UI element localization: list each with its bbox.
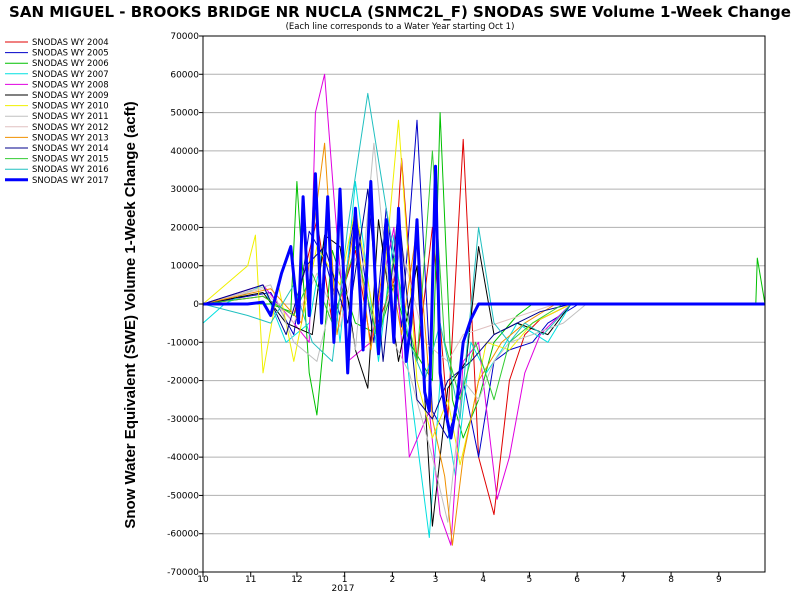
legend-label: SNODAS WY 2017 xyxy=(32,176,109,186)
y-tick-label: 60000 xyxy=(170,70,199,80)
series-line-wy2017 xyxy=(203,164,765,440)
x-tick-label: 9 xyxy=(716,575,722,585)
x-tick-label: 3 xyxy=(433,575,439,585)
y-axis-label: Snow Water Equivalent (SWE) Volume 1-Wee… xyxy=(122,101,139,528)
legend-label: SNODAS WY 2009 xyxy=(32,91,109,101)
x-tick-label: 1 xyxy=(342,575,348,585)
y-tick-label: 0 xyxy=(193,300,199,310)
y-tick-label: 30000 xyxy=(170,185,199,195)
y-tick-label: -60000 xyxy=(167,530,199,540)
y-tick-label: 20000 xyxy=(170,223,199,233)
y-tick-label: -40000 xyxy=(167,453,199,463)
y-tick-label: 40000 xyxy=(170,147,199,157)
series-line-wy2010 xyxy=(202,119,765,466)
y-tick-label: -10000 xyxy=(167,338,199,348)
chart-subtitle: (Each line corresponds to a Water Year s… xyxy=(286,22,515,32)
legend-label: SNODAS WY 2004 xyxy=(32,38,109,48)
legend-label: SNODAS WY 2012 xyxy=(32,123,109,133)
y-tick-label: 70000 xyxy=(170,32,199,42)
y-tick-label: -20000 xyxy=(167,377,199,387)
series-lines xyxy=(202,73,766,546)
series-line-wy2015 xyxy=(202,150,765,401)
y-tick-label: -50000 xyxy=(167,491,199,501)
x-tick-label: 11 xyxy=(245,575,256,585)
x-tick-label: 7 xyxy=(620,575,626,585)
legend-label: SNODAS WY 2013 xyxy=(32,133,109,143)
legend-label: SNODAS WY 2014 xyxy=(32,144,109,154)
chart-title: SAN MIGUEL - BROOKS BRIDGE NR NUCLA (SNM… xyxy=(9,3,791,21)
legend-label: SNODAS WY 2007 xyxy=(32,70,109,80)
x-tick-label: 6 xyxy=(574,575,580,585)
legend-label: SNODAS WY 2016 xyxy=(32,165,109,175)
legend-label: SNODAS WY 2010 xyxy=(32,102,109,112)
series-line-wy2011 xyxy=(202,142,765,523)
y-tick-label: 10000 xyxy=(170,262,199,272)
legend-label: SNODAS WY 2008 xyxy=(32,80,109,90)
legend-label: SNODAS WY 2005 xyxy=(32,49,109,59)
y-tick-label: -70000 xyxy=(167,568,199,578)
x-tick-label: 5 xyxy=(527,575,533,585)
y-tick-label: -30000 xyxy=(167,415,199,425)
series-line-wy2007 xyxy=(202,181,765,538)
legend-label: SNODAS WY 2006 xyxy=(32,59,109,69)
legend-label: SNODAS WY 2011 xyxy=(32,112,109,122)
y-ticks: -70000 -60000 -50000 -40000 -30000 -20000 -100… xyxy=(167,32,203,578)
series-line-wy2005 xyxy=(202,119,765,458)
x-year-label: 2017 xyxy=(332,584,355,594)
x-tick-label: 4 xyxy=(480,575,486,585)
x-tick-label: 10 xyxy=(197,575,209,585)
x-tick-label: 8 xyxy=(668,575,674,585)
x-tick-label: 2 xyxy=(390,575,396,585)
y-tick-label: 50000 xyxy=(170,109,199,119)
legend-label: SNODAS WY 2015 xyxy=(32,155,109,165)
x-tick-label: 12 xyxy=(291,575,302,585)
x-ticks: 10 11 12 1 2 3 4 5 6 7 8 9 xyxy=(197,572,722,585)
series-line-wy2014 xyxy=(202,188,765,420)
